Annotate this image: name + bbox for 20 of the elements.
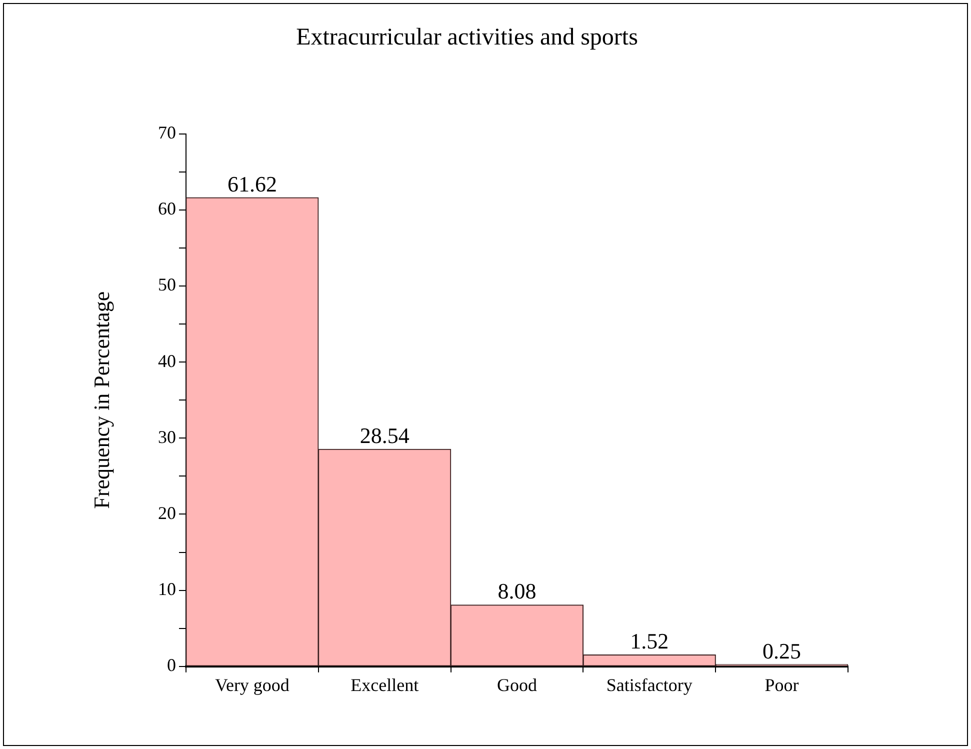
data-label: 28.54 (360, 423, 410, 448)
y-tick-label: 30 (158, 426, 176, 447)
chart-title: Extracurricular activities and sports (296, 24, 638, 51)
data-label: 61.62 (227, 171, 277, 196)
x-tick-label: Excellent (350, 674, 419, 695)
y-tick-label: 60 (158, 198, 176, 219)
y-tick-label: 0 (167, 655, 176, 676)
data-label: 8.08 (498, 578, 536, 604)
x-tick-label: Satisfactory (606, 674, 692, 695)
data-label: 1.52 (630, 628, 669, 654)
y-tick-label: 20 (158, 502, 176, 523)
x-tick-label: Poor (764, 674, 799, 695)
x-tick-label: Good (497, 674, 537, 695)
x-tick-label: Very good (214, 674, 290, 695)
y-tick-label: 10 (158, 579, 176, 600)
y-axis-title: Frequency in Percentage (88, 291, 114, 509)
y-tick-label: 50 (158, 274, 176, 295)
y-tick-label: 40 (158, 350, 176, 371)
y-tick-label: 70 (158, 122, 176, 143)
data-label: 0.25 (762, 638, 802, 664)
